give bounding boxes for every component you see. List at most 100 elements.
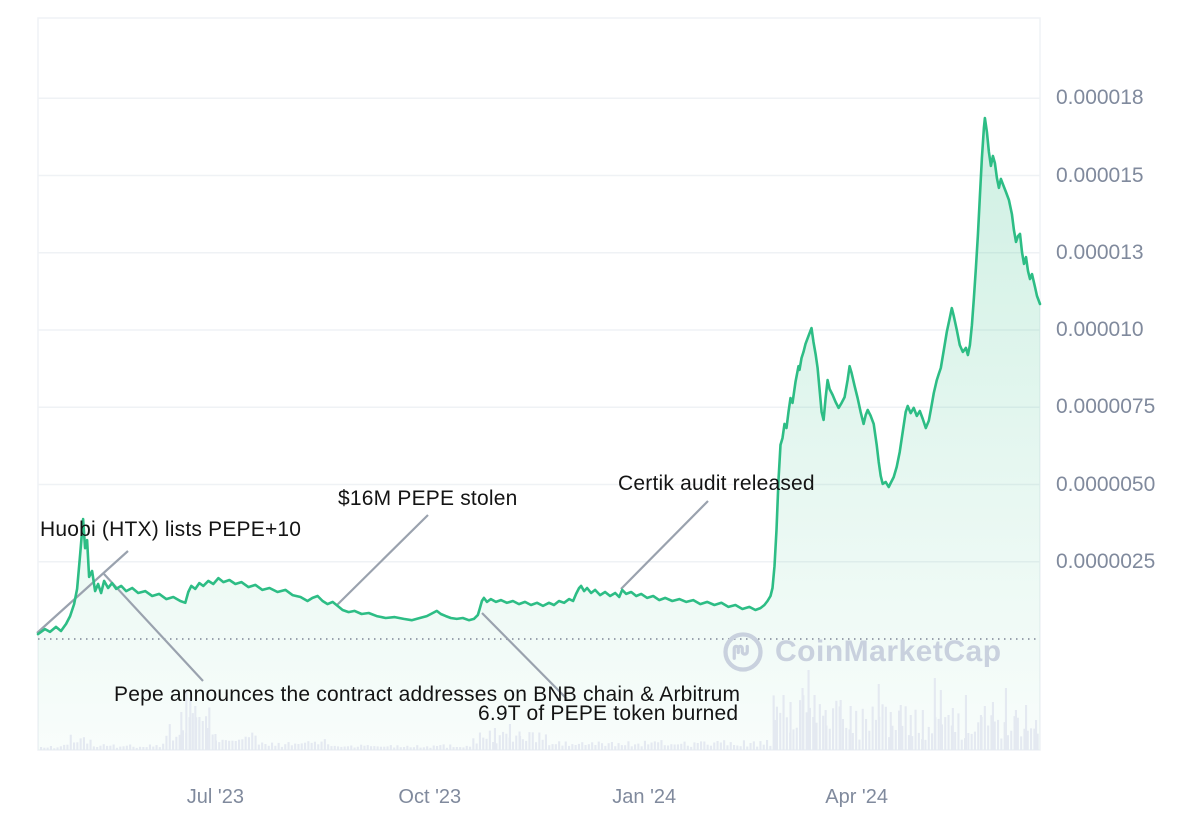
volume-bar bbox=[568, 745, 571, 750]
volume-bar bbox=[924, 739, 927, 750]
volume-bar bbox=[954, 732, 957, 750]
volume-bar bbox=[393, 747, 396, 750]
volume-bar-spike bbox=[813, 695, 816, 750]
volume-bar bbox=[449, 744, 452, 750]
volume-bar bbox=[445, 747, 448, 750]
volume-bar bbox=[73, 742, 76, 750]
volume-bar bbox=[99, 745, 102, 750]
volume-bar bbox=[109, 745, 112, 750]
volume-bar bbox=[785, 717, 788, 750]
volume-bar bbox=[716, 741, 719, 750]
volume-bar bbox=[584, 745, 587, 750]
volume-bar bbox=[799, 700, 802, 750]
volume-bar bbox=[967, 733, 970, 750]
volume-bar bbox=[102, 744, 105, 750]
volume-bar bbox=[426, 746, 429, 750]
volume-bar bbox=[884, 706, 887, 750]
volume-bar bbox=[957, 713, 960, 750]
volume-bar-spike bbox=[991, 702, 994, 750]
volume-bar bbox=[752, 741, 755, 750]
volume-bar-spike bbox=[839, 700, 842, 750]
volume-bar bbox=[353, 747, 356, 750]
volume-bar bbox=[709, 745, 712, 750]
x-axis-label-0: Jul '23 bbox=[186, 786, 244, 808]
annotation-label-pepe-contracts: Pepe announces the contract addresses on… bbox=[114, 683, 741, 706]
volume-bar bbox=[521, 739, 524, 750]
volume-bar bbox=[700, 741, 703, 750]
volume-bar bbox=[254, 735, 257, 750]
volume-bar bbox=[333, 745, 336, 750]
volume-bar bbox=[366, 745, 369, 750]
volume-bar bbox=[828, 728, 831, 750]
volume-bar bbox=[290, 745, 293, 750]
volume-bar bbox=[257, 744, 260, 750]
x-axis-label-3: Apr '24 bbox=[825, 786, 888, 808]
volume-bar bbox=[284, 744, 287, 750]
volume-bar bbox=[1036, 733, 1039, 750]
volume-bar bbox=[287, 742, 290, 750]
volume-bar bbox=[1013, 716, 1016, 750]
volume-bar bbox=[667, 745, 670, 750]
volume-bar bbox=[643, 740, 646, 750]
volume-bar bbox=[148, 744, 151, 750]
volume-bar bbox=[670, 744, 673, 750]
volume-bar bbox=[858, 739, 861, 750]
volume-bar bbox=[841, 719, 844, 750]
volume-bar bbox=[419, 747, 422, 750]
volume-bar bbox=[871, 706, 874, 750]
volume-bar bbox=[234, 741, 237, 750]
volume-bar bbox=[739, 746, 742, 750]
volume-bar bbox=[59, 746, 62, 750]
volume-bar bbox=[158, 747, 161, 750]
y-axis-label-3: 0.000010 bbox=[1056, 318, 1144, 341]
volume-bar bbox=[462, 747, 465, 750]
annotation-label-pepe-burned: 6.9T of PEPE token burned bbox=[478, 702, 739, 725]
volume-bar bbox=[907, 735, 910, 750]
volume-bar bbox=[970, 733, 973, 750]
volume-bar bbox=[469, 746, 472, 750]
price-area-fill bbox=[38, 118, 1040, 750]
volume-bar bbox=[228, 740, 231, 750]
volume-bars bbox=[40, 670, 1039, 750]
volume-bar bbox=[653, 741, 656, 750]
volume-bar bbox=[86, 743, 89, 750]
volume-bar bbox=[822, 715, 825, 750]
volume-bar bbox=[960, 739, 963, 750]
volume-bar-spike bbox=[939, 690, 942, 750]
volume-bar bbox=[56, 747, 59, 750]
volume-bar bbox=[818, 704, 821, 750]
volume-bar bbox=[759, 741, 762, 750]
annotation-label-pepe-stolen: $16M PEPE stolen bbox=[338, 487, 518, 510]
volume-bar bbox=[634, 744, 637, 750]
volume-bar bbox=[630, 746, 633, 750]
volume-bar bbox=[79, 738, 82, 750]
volume-bar bbox=[795, 727, 798, 750]
volume-bar bbox=[498, 735, 501, 750]
price-line bbox=[36, 116, 1042, 636]
volume-bar bbox=[997, 719, 1000, 750]
volume-bar bbox=[686, 745, 689, 750]
y-axis-label-6: 0.0000025 bbox=[1056, 549, 1156, 573]
volume-bar bbox=[96, 747, 99, 750]
volume-bar bbox=[373, 746, 376, 750]
volume-bar-spike bbox=[1035, 720, 1038, 750]
volume-bar bbox=[478, 732, 481, 750]
volume-bar bbox=[505, 733, 508, 750]
volume-bar bbox=[294, 743, 297, 750]
volume-bar bbox=[383, 746, 386, 750]
volume-bar bbox=[888, 737, 891, 750]
volume-bar bbox=[851, 733, 854, 750]
volume-bar bbox=[69, 734, 72, 750]
volume-bar-spike bbox=[933, 678, 936, 750]
volume-bar bbox=[310, 742, 313, 750]
volume-bar bbox=[211, 734, 214, 750]
volume-bar bbox=[488, 730, 491, 750]
volume-bar bbox=[591, 742, 594, 750]
volume-bar bbox=[548, 745, 551, 750]
volume-bar bbox=[106, 745, 109, 750]
volume-bar bbox=[495, 743, 498, 750]
volume-bar bbox=[917, 732, 920, 750]
volume-bar bbox=[297, 744, 300, 750]
